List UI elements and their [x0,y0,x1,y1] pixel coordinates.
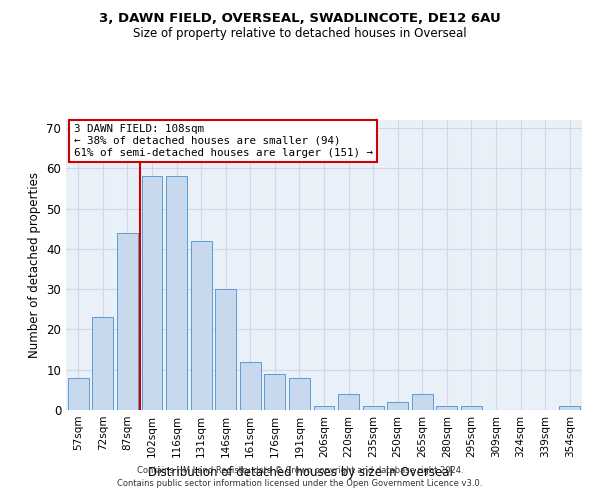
Bar [314,406,334,410]
Bar [240,362,261,410]
Text: Distribution of detached houses by size in Overseal: Distribution of detached houses by size … [148,466,452,479]
Bar [191,241,212,410]
Text: 3, DAWN FIELD, OVERSEAL, SWADLINCOTE, DE12 6AU: 3, DAWN FIELD, OVERSEAL, SWADLINCOTE, DE… [99,12,501,26]
Text: Size of property relative to detached houses in Overseal: Size of property relative to detached ho… [133,28,467,40]
Text: 3 DAWN FIELD: 108sqm
← 38% of detached houses are smaller (94)
61% of semi-detac: 3 DAWN FIELD: 108sqm ← 38% of detached h… [74,124,373,158]
Text: Contains HM Land Registry data © Crown copyright and database right 2024.
Contai: Contains HM Land Registry data © Crown c… [118,466,482,487]
Bar [338,394,359,410]
Bar [362,406,383,410]
Bar [265,374,286,410]
Bar [142,176,163,410]
Bar [117,233,138,410]
Bar [215,289,236,410]
Bar [412,394,433,410]
Bar [68,378,89,410]
Bar [92,318,113,410]
Bar [559,406,580,410]
Y-axis label: Number of detached properties: Number of detached properties [28,172,41,358]
Bar [436,406,457,410]
Bar [166,176,187,410]
Bar [289,378,310,410]
Bar [461,406,482,410]
Bar [387,402,408,410]
